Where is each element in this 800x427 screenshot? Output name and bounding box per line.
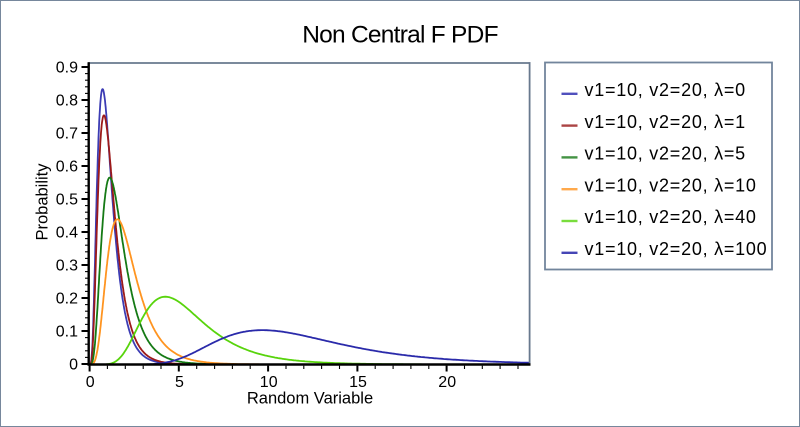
- svg-text:v1=10, v2=20, λ=10: v1=10, v2=20, λ=10: [585, 175, 757, 195]
- svg-text:0.9: 0.9: [56, 60, 78, 77]
- svg-text:0.3: 0.3: [56, 258, 78, 275]
- svg-text:0.6: 0.6: [56, 159, 78, 176]
- svg-text:v1=10, v2=20, λ=1: v1=10, v2=20, λ=1: [585, 112, 746, 132]
- svg-text:15: 15: [349, 374, 367, 391]
- svg-text:v1=10, v2=20, λ=5: v1=10, v2=20, λ=5: [585, 144, 746, 164]
- svg-text:v1=10, v2=20, λ=40: v1=10, v2=20, λ=40: [585, 207, 757, 227]
- svg-text:0.2: 0.2: [56, 291, 78, 308]
- svg-text:v1=10, v2=20, λ=0: v1=10, v2=20, λ=0: [585, 80, 746, 100]
- svg-text:0.8: 0.8: [56, 93, 78, 110]
- svg-text:20: 20: [438, 374, 456, 391]
- svg-text:0.7: 0.7: [56, 126, 78, 143]
- svg-text:Non Central F PDF: Non Central F PDF: [302, 22, 498, 49]
- svg-text:0.5: 0.5: [56, 192, 78, 209]
- svg-text:0.4: 0.4: [56, 225, 78, 242]
- svg-text:10: 10: [260, 374, 278, 391]
- svg-text:Random Variable: Random Variable: [247, 390, 373, 408]
- svg-text:0: 0: [86, 374, 95, 391]
- svg-text:0: 0: [69, 357, 78, 374]
- svg-text:0.1: 0.1: [56, 324, 78, 341]
- svg-text:Probability: Probability: [34, 163, 52, 241]
- svg-text:v1=10, v2=20, λ=100: v1=10, v2=20, λ=100: [585, 239, 768, 259]
- svg-text:5: 5: [175, 374, 184, 391]
